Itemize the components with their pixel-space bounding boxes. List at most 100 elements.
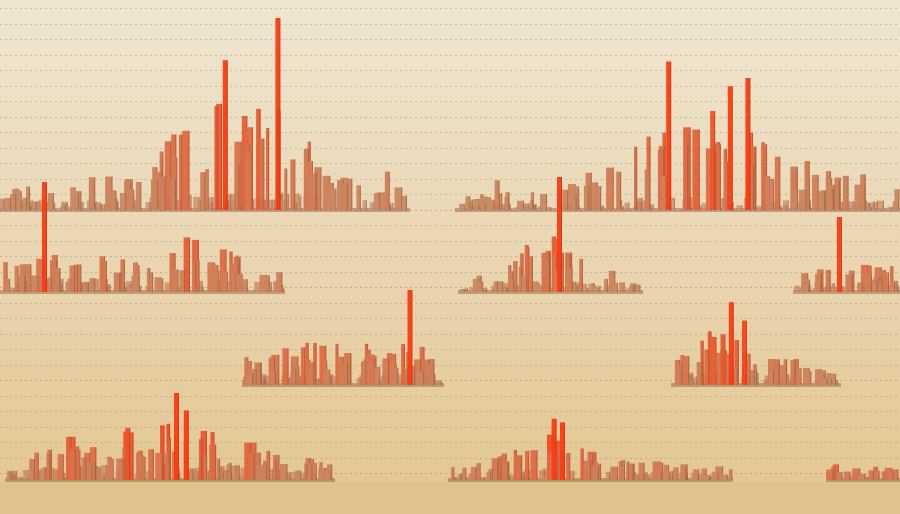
- bar: [309, 361, 315, 385]
- bar: [595, 186, 602, 210]
- bar: [100, 260, 107, 292]
- bar-edge: [794, 360, 796, 385]
- bar: [392, 367, 399, 385]
- bar: [606, 471, 611, 480]
- bar-edge: [579, 206, 580, 210]
- bar: [300, 472, 305, 480]
- cluster-shadow: [455, 208, 900, 212]
- bar: [164, 141, 172, 210]
- bar: [491, 285, 496, 292]
- bar-edge: [423, 371, 425, 385]
- bar-edge: [255, 369, 257, 385]
- bar-edge: [273, 357, 275, 385]
- bar: [363, 358, 371, 385]
- bar-edge: [891, 206, 893, 210]
- bar-edge: [577, 285, 579, 292]
- bar-edge: [275, 459, 277, 480]
- bar-edge: [617, 466, 618, 480]
- bar-edge: [263, 380, 265, 385]
- bar-edge: [606, 278, 608, 292]
- bar-edge: [715, 337, 717, 385]
- bar: [293, 193, 300, 210]
- bar: [308, 174, 317, 210]
- bar: [74, 264, 78, 292]
- bar-edge: [94, 177, 96, 210]
- bar-edge: [54, 202, 56, 210]
- bar-edge: [265, 376, 267, 385]
- bar-edge: [433, 364, 435, 385]
- bar: [70, 187, 76, 210]
- bar-edge: [839, 177, 841, 210]
- bar: [247, 374, 254, 385]
- bar: [242, 279, 248, 292]
- bar: [634, 146, 638, 210]
- bar: [644, 169, 651, 210]
- bar-edge: [864, 185, 866, 210]
- bar: [872, 470, 880, 480]
- bar-edge: [838, 180, 840, 210]
- bar-edge: [207, 169, 209, 210]
- bar: [53, 474, 59, 480]
- spike-bar: [745, 78, 751, 210]
- bar: [280, 199, 286, 210]
- bar-edge: [335, 188, 337, 210]
- bar: [437, 381, 442, 385]
- bar: [298, 196, 302, 210]
- bar: [10, 193, 17, 210]
- bar: [692, 376, 697, 385]
- bar: [304, 463, 308, 480]
- bar: [476, 463, 481, 480]
- bar: [287, 474, 291, 480]
- bar: [662, 472, 670, 480]
- bar: [306, 359, 311, 385]
- bar-edge: [686, 465, 688, 480]
- bar: [537, 206, 542, 210]
- bar-edge: [587, 287, 589, 292]
- bar-edge: [138, 275, 140, 292]
- bar-edge: [13, 287, 15, 292]
- bar-edge: [278, 454, 280, 480]
- bar: [728, 469, 733, 480]
- bar-edge: [479, 463, 481, 480]
- bar: [593, 288, 599, 292]
- bar: [37, 203, 45, 210]
- bar-edge: [603, 206, 605, 210]
- bar: [198, 438, 203, 480]
- bar-edge: [35, 201, 37, 210]
- bar-edge: [15, 193, 17, 210]
- bar: [178, 134, 183, 210]
- bar-edge: [195, 261, 197, 292]
- bar: [867, 202, 875, 210]
- bar-edge: [569, 453, 571, 480]
- bar-edge: [94, 462, 96, 480]
- bar-edge: [268, 275, 270, 292]
- bar-edge: [797, 189, 799, 210]
- bar: [127, 284, 132, 292]
- bar-edge: [268, 128, 270, 210]
- spike-bar: [42, 182, 47, 292]
- bar: [851, 206, 858, 210]
- bar-edge: [620, 171, 622, 210]
- bar: [530, 450, 538, 480]
- bar: [200, 172, 206, 210]
- spike-bar: [551, 418, 557, 480]
- bar: [848, 201, 855, 210]
- bar-edge: [129, 427, 131, 480]
- bar: [649, 204, 654, 210]
- bar-edge: [786, 367, 787, 385]
- bar-edge: [687, 145, 689, 210]
- spike-bar: [560, 422, 565, 480]
- bar-edge: [824, 370, 826, 385]
- bar: [241, 116, 248, 210]
- bar: [618, 466, 625, 480]
- bar: [503, 288, 508, 292]
- bar: [566, 267, 573, 292]
- bar: [397, 374, 404, 385]
- bar-edge: [753, 370, 755, 385]
- bar-edge: [847, 175, 849, 210]
- bar: [326, 182, 334, 210]
- bar-edge: [555, 418, 557, 480]
- bar-edge: [122, 458, 124, 480]
- bar-edge: [3, 198, 5, 210]
- bar: [23, 470, 29, 480]
